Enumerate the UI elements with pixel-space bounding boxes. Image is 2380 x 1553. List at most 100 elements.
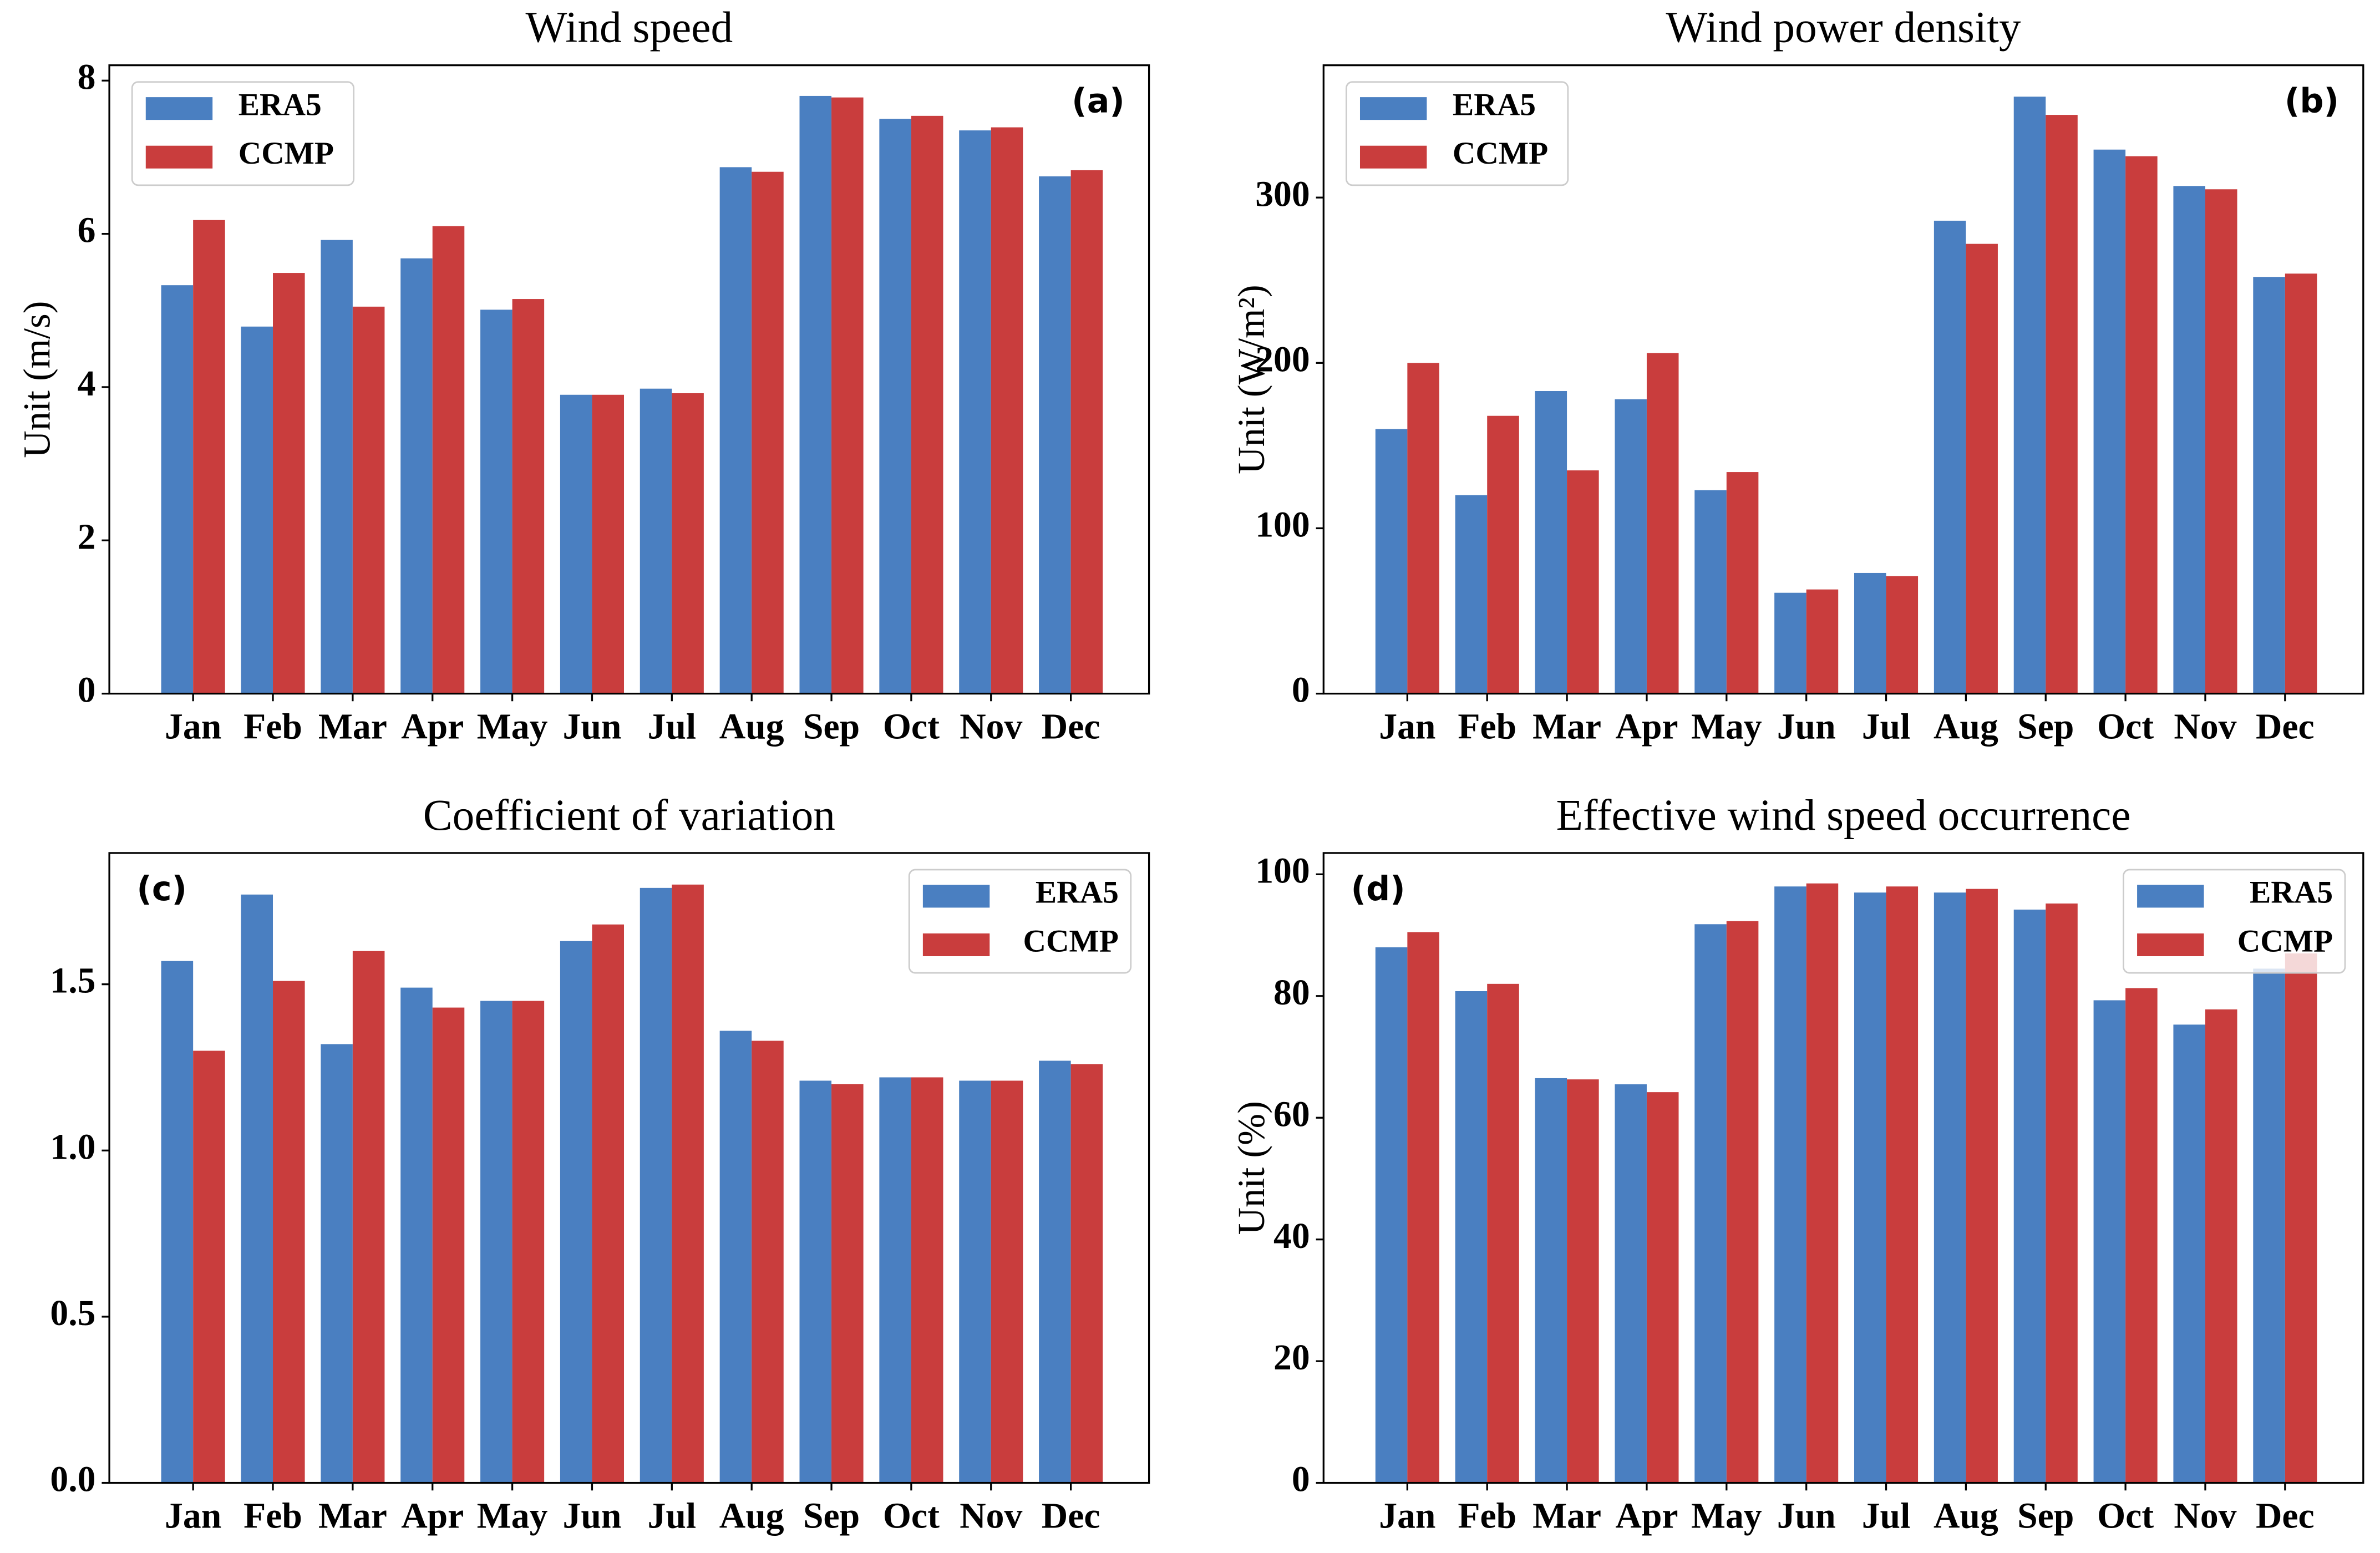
- x-tick-label: Apr: [401, 706, 464, 747]
- bar: [2013, 97, 2046, 694]
- bar: [1694, 490, 1727, 694]
- bar: [1455, 991, 1488, 1483]
- legend-label: ERA5: [2250, 875, 2333, 910]
- x-tick-label: Mar: [1532, 706, 1601, 747]
- bar: [2205, 189, 2237, 694]
- y-tick-label: 100: [1255, 850, 1310, 891]
- bar: [1934, 220, 1966, 694]
- bar: [1615, 1084, 1647, 1483]
- bar: [1966, 889, 1998, 1483]
- bar: [1070, 1064, 1103, 1483]
- bar: [752, 171, 784, 694]
- bar: [911, 115, 943, 694]
- bar: [1070, 170, 1103, 694]
- bar: [512, 1001, 545, 1483]
- legend-swatch: [2137, 885, 2204, 908]
- bar: [1694, 924, 1727, 1483]
- x-tick-label: Apr: [1615, 706, 1678, 747]
- y-tick-label: 0.5: [50, 1293, 95, 1333]
- y-tick-label: 20: [1273, 1337, 1310, 1378]
- x-tick-label: Jun: [1777, 706, 1836, 747]
- bar: [1886, 886, 1919, 1483]
- x-tick-label: Aug: [719, 706, 784, 747]
- bar: [2173, 186, 2205, 694]
- x-tick-label: Jul: [1862, 1495, 1911, 1536]
- y-tick-label: 8: [78, 57, 96, 97]
- bar: [911, 1077, 943, 1483]
- legend-swatch: [2137, 933, 2204, 957]
- legend-label: ERA5: [1453, 87, 1536, 122]
- y-tick-label: 40: [1273, 1216, 1310, 1256]
- bar: [512, 299, 545, 694]
- bar: [1567, 1079, 1599, 1483]
- bar: [640, 887, 672, 1483]
- bar: [991, 1080, 1023, 1483]
- legend-label: CCMP: [238, 136, 334, 171]
- bar: [2285, 953, 2317, 1483]
- bar: [2173, 1024, 2205, 1483]
- bar: [352, 951, 385, 1483]
- y-axis-label: Unit (%): [1230, 1101, 1272, 1235]
- bar: [719, 167, 752, 694]
- bar: [831, 97, 864, 694]
- x-tick-label: Oct: [2097, 1495, 2154, 1536]
- x-tick-label: Sep: [803, 1495, 860, 1536]
- bar: [321, 240, 353, 694]
- bar: [1726, 472, 1759, 694]
- legend-label: CCMP: [1023, 923, 1119, 958]
- bar: [672, 393, 704, 694]
- bar: [1455, 495, 1488, 694]
- axes-frame: [1322, 852, 2364, 1484]
- bar: [2093, 1000, 2126, 1483]
- bar: [273, 273, 305, 694]
- bar: [1615, 399, 1647, 694]
- bar: [2125, 156, 2158, 694]
- bar: [161, 961, 194, 1483]
- legend-swatch: [145, 145, 213, 169]
- x-tick-label: Jun: [1777, 1495, 1836, 1536]
- bar: [2125, 988, 2158, 1483]
- bar: [1806, 883, 1839, 1483]
- axes-frame: [108, 64, 1150, 695]
- x-tick-label: Nov: [2174, 1495, 2236, 1536]
- bar: [1966, 243, 1998, 694]
- y-tick-label: 4: [78, 363, 96, 404]
- x-tick-label: Nov: [2174, 706, 2236, 747]
- x-tick-label: Sep: [2017, 1495, 2074, 1536]
- bar: [241, 326, 273, 694]
- bar: [1726, 921, 1759, 1483]
- bar: [1407, 363, 1439, 694]
- x-tick-label: Jun: [563, 1495, 622, 1536]
- legend-swatch: [1359, 97, 1427, 120]
- bar: [1806, 589, 1839, 694]
- bar: [752, 1041, 784, 1483]
- bar: [193, 1050, 225, 1483]
- x-tick-label: Mar: [318, 706, 387, 747]
- legend-label: CCMP: [2237, 923, 2333, 958]
- panel-label: (c): [136, 870, 187, 909]
- y-tick-label: 6: [78, 210, 96, 251]
- x-tick-label: Nov: [960, 1495, 1022, 1536]
- chart-title: Effective wind speed occurrence: [1556, 791, 2131, 840]
- bar: [560, 394, 592, 694]
- legend-swatch: [922, 933, 990, 957]
- y-tick-label: 0: [1292, 1459, 1310, 1500]
- bar: [1934, 892, 1966, 1483]
- y-tick-label: 0: [1292, 670, 1310, 710]
- x-tick-label: Apr: [1615, 1495, 1678, 1536]
- x-tick-label: Sep: [2017, 706, 2074, 747]
- chart-title: Wind speed: [526, 3, 733, 52]
- bar: [1535, 1078, 1567, 1483]
- bar: [2205, 1009, 2237, 1483]
- x-tick-label: Dec: [1042, 706, 1100, 747]
- bar: [352, 306, 385, 694]
- bar: [959, 130, 991, 694]
- bar: [831, 1084, 864, 1483]
- bar: [560, 941, 592, 1483]
- bar: [400, 987, 433, 1483]
- bar: [1774, 592, 1806, 694]
- bar: [879, 119, 911, 694]
- bar: [1039, 176, 1071, 694]
- legend-label: ERA5: [238, 87, 322, 122]
